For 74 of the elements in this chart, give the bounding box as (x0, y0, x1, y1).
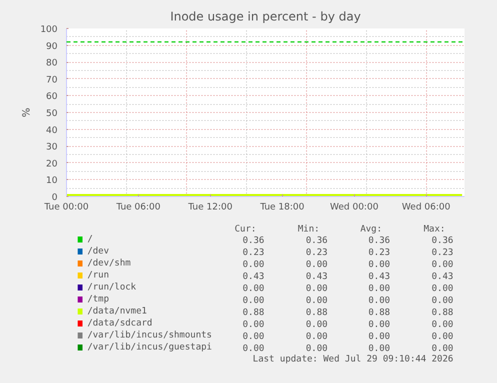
text: 0.00 (368, 332, 390, 342)
text: Cur: (234, 224, 256, 234)
x-tick-label: Wed 00:00 (330, 202, 379, 212)
text: 0.36 (306, 236, 328, 246)
text: 0.36 (432, 236, 454, 246)
text: 0.00 (432, 296, 454, 306)
y-tick-label: 10 (46, 176, 58, 186)
text: 0.00 (306, 260, 328, 270)
text: Max: (424, 224, 446, 234)
y-tick-label: 80 (46, 58, 58, 69)
text: 0.88 (242, 308, 264, 318)
legend-label: /var/lib/incus/guestapi (87, 342, 212, 352)
text: 0.00 (242, 320, 264, 330)
legend-label: /run/lock (87, 282, 137, 292)
text: 0.00 (368, 344, 390, 354)
legend-label: /dev (87, 246, 110, 256)
x-tick-label: Tue 06:00 (115, 202, 161, 212)
text: 0.23 (242, 248, 264, 258)
legend-label: /data/sdcard (87, 318, 152, 328)
text: 0.00 (432, 332, 454, 342)
text: 0.00 (368, 296, 390, 306)
y-tick-label: 20 (46, 159, 58, 170)
text: 0.00 (368, 260, 390, 270)
text: Avg: (360, 224, 382, 234)
text: 0.00 (306, 344, 328, 354)
text: 0.00 (242, 260, 264, 270)
legend-label: / (87, 234, 93, 244)
text: 0.00 (306, 296, 328, 306)
text: 0.00 (306, 332, 328, 342)
text: Min: (298, 224, 320, 234)
chart-title: Inode usage in percent - by day (170, 10, 361, 24)
y-tick-label: 100 (40, 25, 58, 35)
text: 0.00 (242, 296, 264, 306)
x-tick-label: Tue 00:00 (43, 202, 89, 212)
legend-label: /run (87, 270, 110, 280)
text: 0.88 (368, 308, 390, 318)
text: 0.23 (306, 248, 328, 258)
text: 0.88 (432, 308, 454, 318)
text: 0.00 (432, 284, 454, 294)
x-tick-label: Tue 18:00 (259, 202, 305, 212)
y-tick-label: 60 (46, 92, 58, 102)
legend-label: /var/lib/incus/shmounts (87, 330, 212, 340)
text: 0.00 (242, 284, 264, 294)
y-tick-label: 70 (46, 75, 58, 86)
y-tick-label: 90 (46, 42, 58, 52)
text: 0.00 (368, 284, 390, 294)
text: 0.43 (306, 272, 328, 282)
text: 0.88 (306, 308, 328, 318)
legend-label: /data/nvme1 (87, 306, 147, 316)
text: 0.00 (306, 320, 328, 330)
y-tick-label: 0 (52, 193, 58, 203)
legend-label: /dev/shm (87, 258, 131, 268)
y-tick-label: 50 (46, 109, 58, 119)
text: Last update: Wed Jul 29 09:10:44 2026 (252, 354, 454, 364)
text: 0.23 (432, 248, 454, 258)
text: 0.36 (242, 236, 264, 246)
text: 0.43 (242, 272, 264, 282)
text: 0.00 (368, 320, 390, 330)
text: 0.23 (368, 248, 390, 258)
y-axis-title: % (21, 108, 32, 118)
x-tick-label: Wed 06:00 (402, 202, 451, 212)
x-tick-label: Tue 12:00 (187, 202, 233, 212)
text: 0.43 (432, 272, 454, 282)
text: 0.00 (306, 284, 328, 294)
text: 0.00 (242, 344, 264, 354)
text: 0.00 (242, 332, 264, 342)
legend-label: /tmp (87, 294, 110, 304)
text: 0.00 (432, 260, 454, 270)
y-tick-label: 40 (46, 126, 58, 136)
text: 0.00 (432, 344, 454, 354)
text: 0.36 (368, 236, 390, 246)
text: 0.00 (432, 320, 454, 330)
y-tick-label: 30 (46, 142, 58, 153)
text: 0.43 (368, 272, 390, 282)
